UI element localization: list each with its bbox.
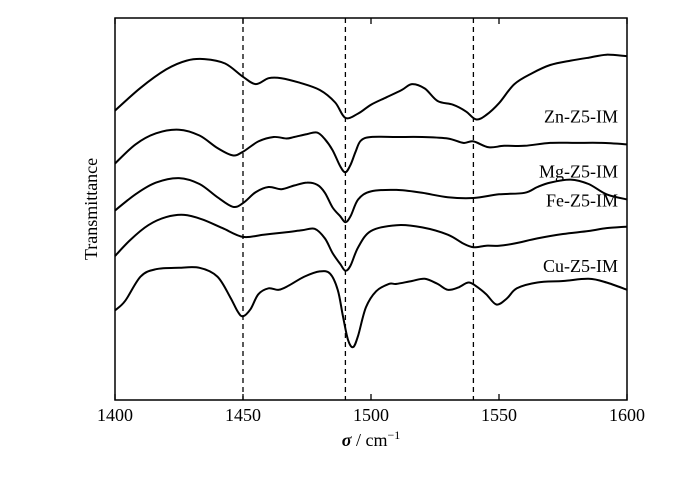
series-curves — [114, 53, 628, 349]
reference-lines — [242, 18, 475, 400]
series-label-cu-z5-im: Cu-Z5-IM — [543, 256, 618, 276]
x-axis-symbol: σ — [342, 430, 353, 450]
series-line-zn-z5-im — [114, 128, 628, 174]
x-axis-unit: / cm — [351, 430, 387, 450]
x-tick-label-1550: 1550 — [481, 405, 517, 425]
series-label-fe-z5-im: Fe-Z5-IM — [546, 191, 618, 211]
x-tick-label-1450: 1450 — [225, 405, 261, 425]
series-line-hzsm-5 — [114, 53, 628, 121]
series-label-mg-z5-im: Mg-Z5-IM — [539, 161, 618, 181]
series-line-cu-z5-im — [114, 266, 628, 349]
x-tick-label-1600: 1600 — [609, 405, 645, 425]
series-line-fe-z5-im — [114, 213, 628, 272]
series-line-mg-z5-im — [114, 177, 628, 224]
x-axis-unit-exponent: −1 — [387, 428, 400, 442]
y-axis-title: Transmittance — [81, 158, 101, 260]
series-label-zn-z5-im: Zn-Z5-IM — [544, 106, 618, 126]
x-tick-label-1500: 1500 — [353, 405, 389, 425]
x-axis-ticks: 1400 1450 1500 1550 1600 — [97, 18, 645, 425]
x-tick-label-1400: 1400 — [97, 405, 133, 425]
x-axis-title: σ / cm−1 — [342, 428, 400, 450]
